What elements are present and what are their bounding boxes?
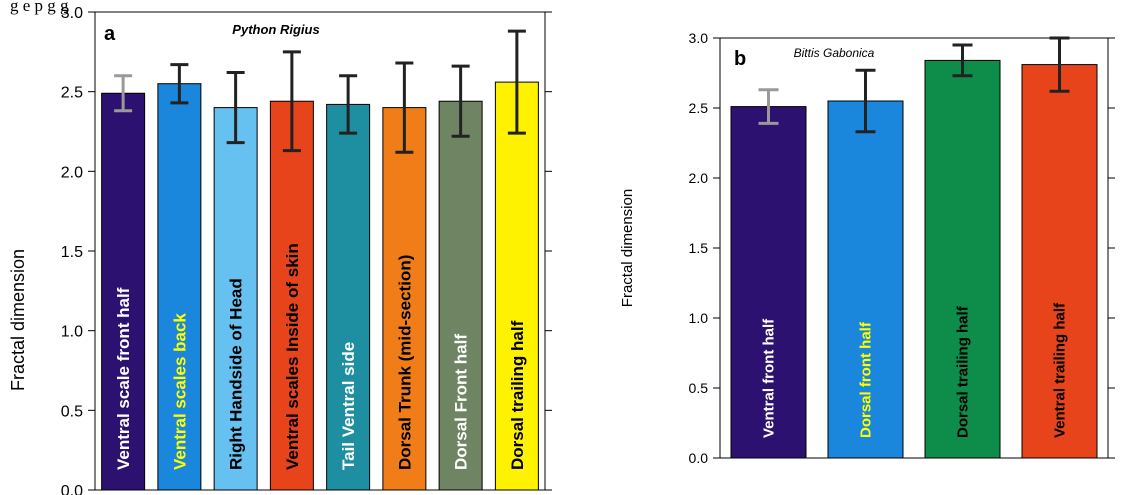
category-label-b-1: Ventral front half — [761, 318, 778, 438]
y-tick-label-b: 1.0 — [689, 310, 709, 326]
y-tick-label-a: 2.0 — [61, 164, 83, 181]
y-tick-label-b: 2.0 — [689, 170, 709, 186]
category-label-a-6: Dorsal Trunk (mid-section) — [395, 255, 414, 470]
bar-a-7 — [438, 100, 483, 491]
y-tick-label-a: 3.0 — [61, 5, 83, 22]
y-tick-label-a: 1.5 — [61, 244, 83, 261]
bar-a-6 — [382, 107, 427, 491]
bar-a-5 — [326, 103, 371, 491]
bar-a-4 — [269, 100, 314, 491]
y-tick-label-a: 1.0 — [61, 324, 83, 341]
y-tick-label-a: 2.5 — [61, 85, 83, 102]
category-label-b-2: Dorsal front half — [858, 321, 875, 438]
chart-title-a: Python Rigius — [232, 22, 319, 37]
y-tick-label-b: 1.5 — [689, 240, 709, 256]
bar-a-8 — [494, 81, 539, 491]
y-tick-label-a: 0.0 — [61, 483, 83, 495]
category-label-a-7: Dorsal Front half — [452, 334, 471, 470]
chart-panel-a: 0.0 0.5 1.0 1.5 2.0 2.5 3.0 Fractal dimension a P… — [8, 5, 552, 495]
category-label-a-1: Ventral scale front half — [114, 287, 133, 470]
y-tick-label-b: 0.5 — [689, 380, 709, 396]
category-label-a-4: Ventral scales Inside of skin — [283, 243, 302, 470]
caption-fragment: g e p g g — [10, 0, 69, 15]
y-tick-label-a: 0.5 — [61, 403, 83, 420]
category-label-a-8: Dorsal trailing half — [508, 320, 527, 470]
y-tick-label-b: 0.0 — [689, 450, 709, 466]
y-tick-label-b: 2.5 — [689, 100, 709, 116]
category-label-b-4: Ventral trailing half — [1052, 302, 1069, 438]
panel-label-b: b — [734, 48, 746, 70]
bar-a-1 — [101, 92, 146, 491]
bar-b-4 — [1021, 64, 1098, 459]
category-label-a-5: Tail Ventral side — [339, 342, 358, 470]
y-axis-label-b: Fractal dimension — [619, 189, 636, 307]
y-axis-label-a: Fractal dimension — [8, 249, 28, 391]
bar-a-2 — [157, 83, 202, 491]
y-tick-label-b: 3.0 — [689, 30, 709, 46]
category-label-a-3: Right Handside of Head — [227, 278, 246, 470]
chart-title-b: Bittis Gabonica — [794, 46, 875, 60]
bar-a-3 — [213, 107, 258, 491]
bar-b-2 — [827, 100, 904, 459]
panel-label-a: a — [104, 23, 116, 45]
chart-panel-b: 0.0 0.5 1.0 1.5 2.0 2.5 3.0 Fractal dimension b B… — [619, 30, 1115, 466]
category-label-b-3: Dorsal trailing half — [955, 305, 972, 438]
category-label-a-2: Ventral scales back — [170, 313, 189, 470]
